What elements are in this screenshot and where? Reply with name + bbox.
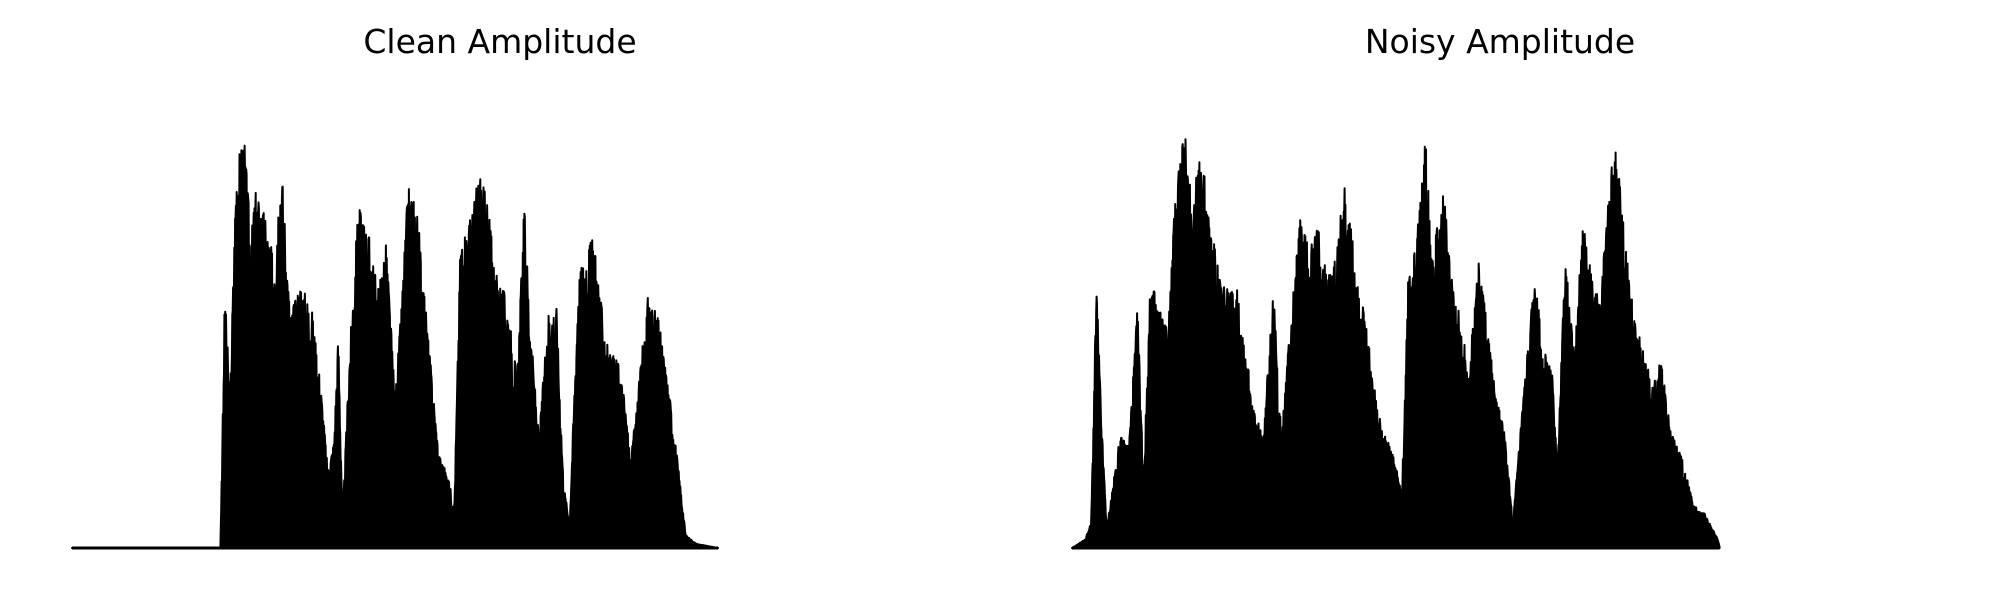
clean-amplitude-panel: Clean Amplitude <box>71 22 719 550</box>
clean-amplitude-plot <box>71 144 719 550</box>
noisy-amplitude-plot <box>1071 138 1721 550</box>
clean-amplitude-title: Clean Amplitude <box>363 22 637 61</box>
clean-amplitude-waveform-series <box>71 144 719 549</box>
noisy-amplitude-waveform-series <box>1071 138 1721 549</box>
noisy-amplitude-title: Noisy Amplitude <box>1364 22 1636 61</box>
noisy-amplitude-panel: Noisy Amplitude <box>1000 0 2000 600</box>
